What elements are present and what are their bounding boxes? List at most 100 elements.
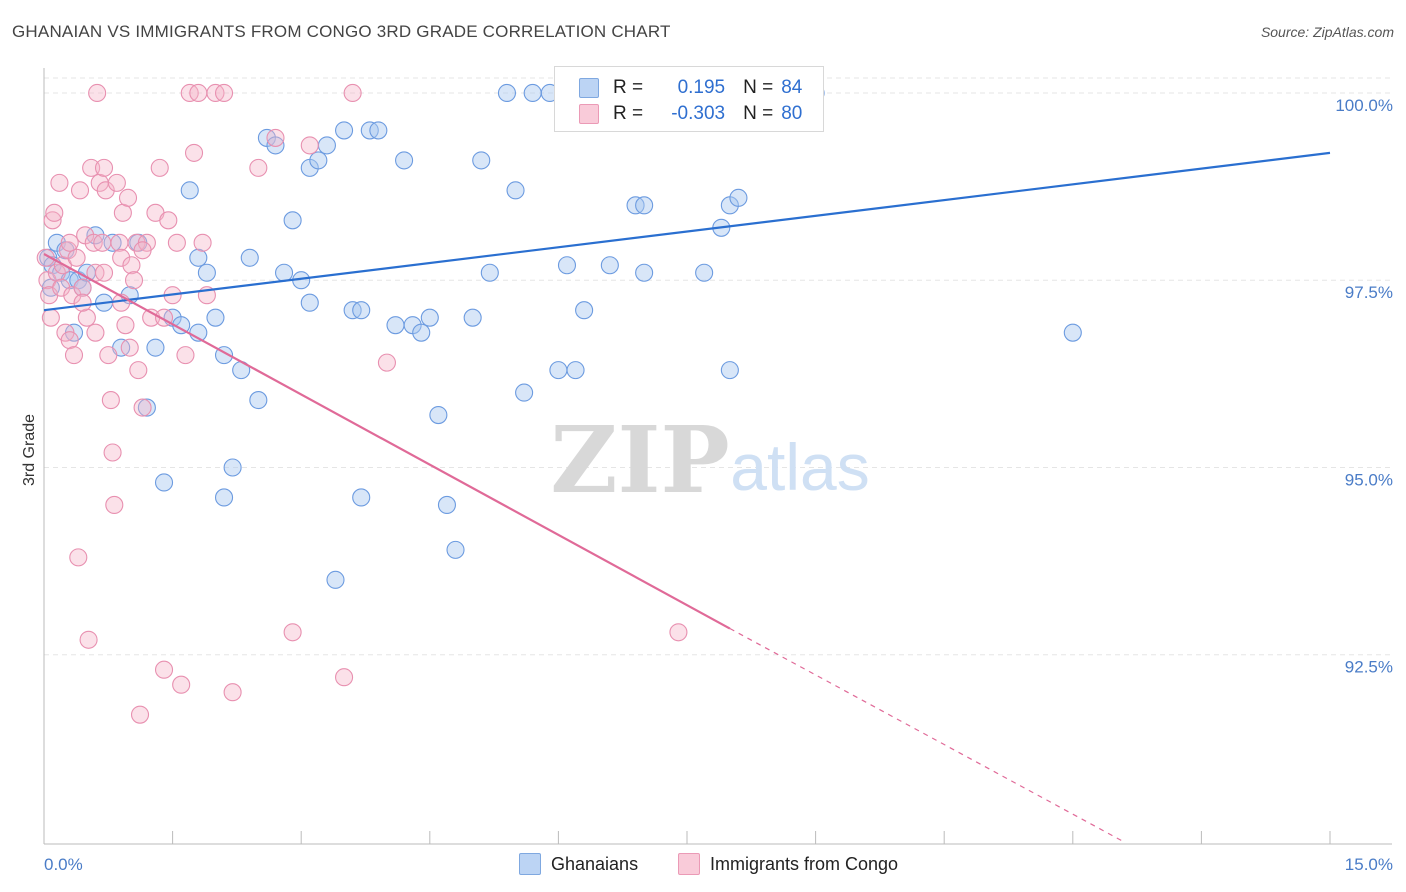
- watermark: ZIP atlas: [550, 406, 869, 514]
- ghanaians-point: [146, 338, 165, 357]
- congo-point: [103, 443, 122, 462]
- congo-point: [118, 188, 138, 207]
- ghanaians-point: [635, 196, 654, 215]
- legend-n-value: 84: [781, 77, 803, 98]
- ghanaians-point: [635, 263, 654, 282]
- congo-point: [283, 623, 302, 642]
- bottom-legend-congo: Immigrants from Congo: [678, 852, 898, 876]
- ghanaians-point: [472, 151, 491, 170]
- congo-point: [130, 705, 150, 724]
- congo-point: [63, 286, 82, 305]
- ghanaians-point: [463, 308, 482, 327]
- bottom-legend-swatch-blue: [519, 853, 541, 875]
- congo-point: [335, 668, 354, 687]
- chart-title: GHANAIAN VS IMMIGRANTS FROM CONGO 3RD GR…: [12, 22, 671, 41]
- congo-point: [133, 398, 152, 417]
- congo-point: [88, 83, 107, 103]
- congo-point: [93, 233, 112, 252]
- bottom-legend-ghanaians: Ghanaians: [519, 852, 638, 876]
- ghanaians-point: [180, 181, 199, 200]
- ghanaians-point: [446, 540, 465, 559]
- congo-point: [41, 308, 60, 327]
- legend-row-congo: R = -0.303 N = 80: [579, 101, 802, 127]
- congo-point: [113, 203, 132, 222]
- congo-point: [43, 211, 62, 230]
- congo-point: [101, 391, 120, 410]
- trendlines: [43, 151, 1331, 843]
- legend-swatch-pink: [579, 104, 599, 124]
- congo-point: [669, 623, 688, 642]
- ghanaians-point: [317, 136, 336, 155]
- legend-n-label: N =: [743, 77, 774, 98]
- congo-point: [60, 331, 79, 350]
- ghanaians-point: [600, 256, 619, 275]
- y-tick-label: 95.0%: [1345, 470, 1393, 489]
- y-tick-label: 100.0%: [1335, 96, 1393, 115]
- correlation-legend: R = 0.195 N = 84 R = -0.303 N = 80: [554, 66, 824, 132]
- congo-point: [105, 495, 124, 514]
- congo-point: [79, 630, 98, 649]
- bottom-legend-label: Immigrants from Congo: [710, 853, 899, 874]
- congo-point: [184, 143, 204, 162]
- ghanaians-point: [557, 256, 577, 275]
- congo-point: [99, 346, 118, 365]
- legend-n-label: N =: [743, 103, 774, 124]
- ghanaians-point: [412, 323, 431, 342]
- tick-labels: 100.0% 97.5% 95.0% 92.5% 0.0% 15.0%: [44, 96, 1393, 874]
- ghanaians-point: [240, 248, 259, 267]
- y-tick-label: 97.5%: [1345, 283, 1393, 302]
- congo-point: [73, 278, 92, 297]
- axes: [43, 68, 1392, 845]
- ghanaians-point: [720, 361, 739, 380]
- congo-point: [154, 660, 174, 679]
- ghanaians-point: [523, 83, 542, 103]
- congo-point: [96, 181, 115, 200]
- ghanaians-point: [729, 188, 748, 207]
- x-tick-label-min: 0.0%: [44, 855, 83, 874]
- watermark-atlas: atlas: [730, 430, 869, 504]
- congo-point: [120, 338, 139, 357]
- congo-point: [60, 233, 79, 252]
- legend-r-value: -0.303: [671, 103, 726, 124]
- ghanaians-point: [369, 121, 388, 140]
- ghanaians-point: [566, 361, 585, 380]
- ghanaians-point: [335, 121, 354, 140]
- ghanaians-point: [206, 308, 225, 327]
- congo-point: [69, 548, 88, 567]
- legend-n-value: 80: [781, 103, 803, 124]
- ghanaians-point: [275, 263, 294, 282]
- congo-point: [300, 136, 319, 155]
- ghanaians-point: [197, 263, 216, 282]
- congo-point: [86, 323, 105, 342]
- ghanaians-point: [480, 263, 499, 282]
- congo-point: [189, 83, 208, 103]
- ghanaians-point: [154, 473, 174, 492]
- congo-point: [133, 241, 152, 260]
- ghanaians-point: [223, 458, 242, 477]
- ghanaians-point: [1063, 323, 1082, 342]
- congo-point: [50, 173, 69, 192]
- congo-point: [223, 683, 242, 702]
- x-tick-label-max: 15.0%: [1345, 855, 1393, 874]
- ghanaians-point: [395, 151, 414, 170]
- ghanaians-point: [695, 263, 714, 282]
- congo-point: [214, 83, 234, 103]
- congo-point: [159, 211, 178, 230]
- ghanaians-point: [515, 383, 534, 402]
- congo-point: [70, 181, 90, 200]
- ghanaians-point: [420, 308, 439, 327]
- congo-point: [176, 346, 195, 365]
- watermark-zip: ZIP: [550, 406, 729, 514]
- legend-r-value: 0.195: [677, 77, 726, 98]
- ghanaians-point: [283, 211, 302, 230]
- ghanaians-point: [103, 233, 122, 252]
- legend-row-ghanaians: R = 0.195 N = 84: [579, 75, 802, 101]
- congo-point: [36, 248, 55, 267]
- congo-point: [249, 158, 268, 177]
- congo-point: [377, 353, 396, 372]
- congo-point: [47, 263, 66, 282]
- ghanaians-point: [386, 316, 405, 335]
- ghanaians-point: [300, 293, 319, 312]
- bottom-legend-swatch-pink: [678, 853, 700, 875]
